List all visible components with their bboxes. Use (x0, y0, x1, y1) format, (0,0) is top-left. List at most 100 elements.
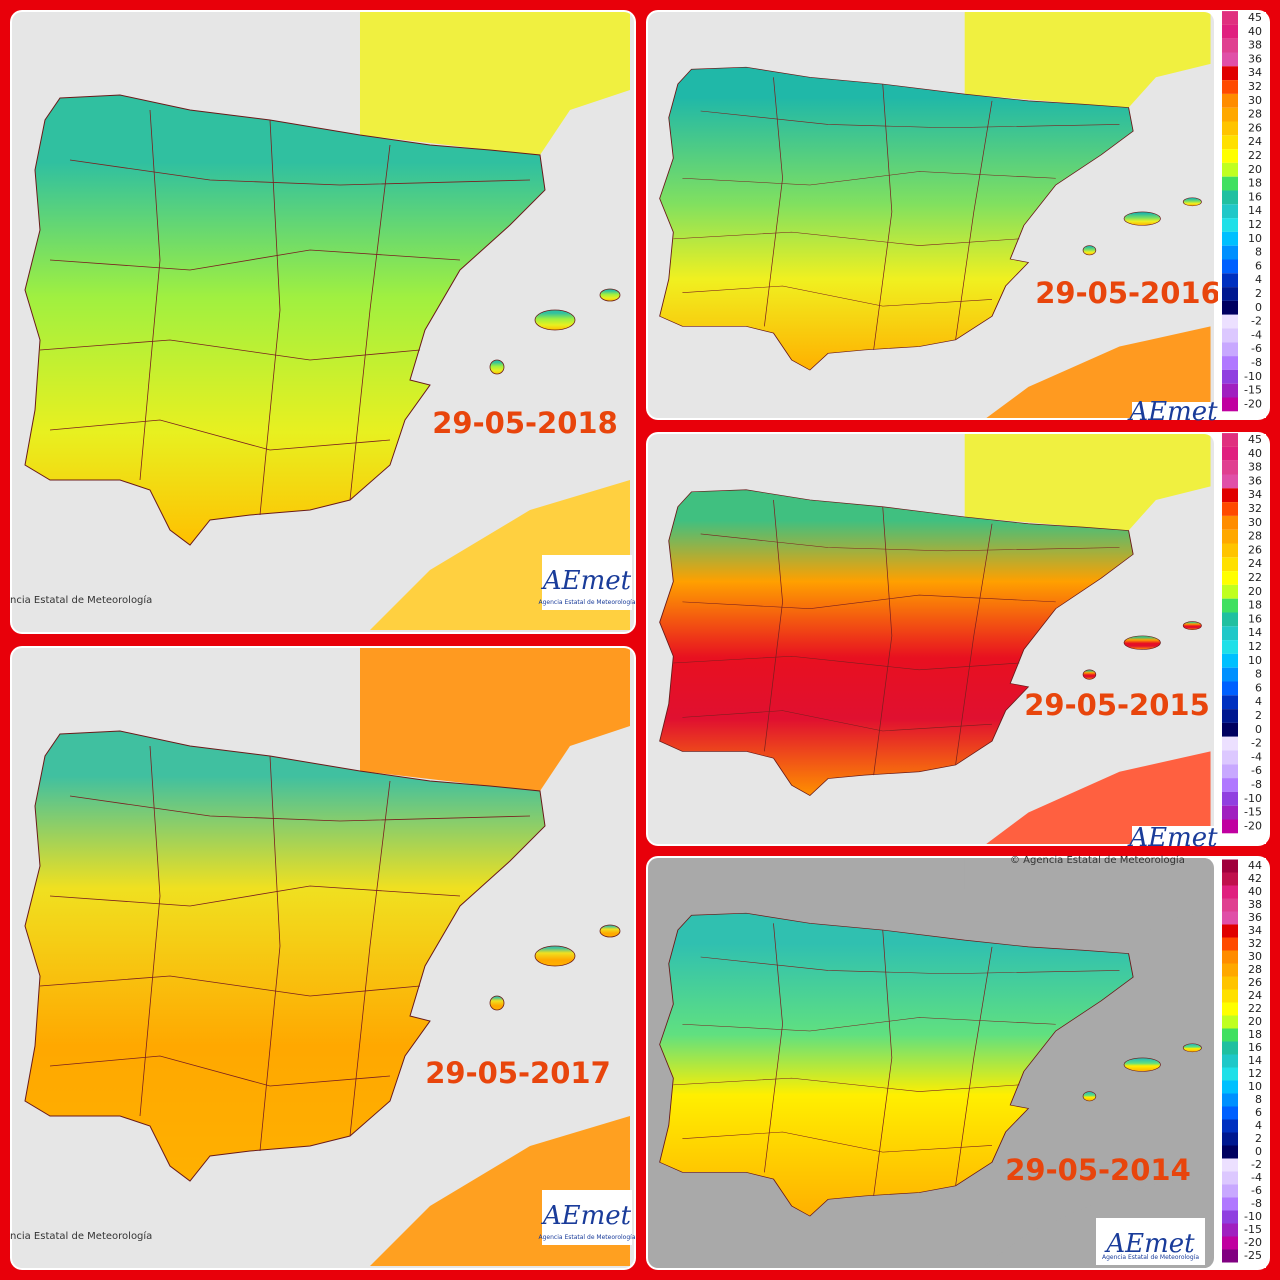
france (964, 12, 1211, 108)
island (489, 359, 505, 375)
legend-label: 10 (1248, 1080, 1262, 1093)
date-label: 29-05-2015 (1024, 688, 1210, 722)
legend-swatch (1222, 488, 1238, 503)
province-border (139, 109, 161, 481)
province-border (139, 745, 161, 1117)
province-border (349, 144, 391, 501)
province-border (682, 1017, 1056, 1032)
legend-label: 44 (1248, 859, 1262, 872)
logo: AEmet (1104, 1229, 1195, 1259)
legend-swatch (1222, 1171, 1238, 1185)
legend-swatch (1222, 135, 1238, 150)
province-border (764, 499, 783, 752)
province-border (764, 923, 783, 1173)
legend-label: 0 (1255, 723, 1262, 736)
map-panel: 29-05-2017 AEmet Agencia Estatal de Meteor… (10, 646, 636, 1270)
legend-swatch (1222, 791, 1238, 806)
island (534, 945, 576, 967)
map-geometry (24, 12, 630, 630)
logo-box (1132, 402, 1215, 420)
logo-subtitle: Agencia Estatal de Meteorología (539, 1234, 636, 1241)
legend-swatch (1222, 300, 1238, 315)
island (1123, 1057, 1161, 1072)
legend-label: 26 (1248, 121, 1262, 134)
legend-swatch (1222, 176, 1238, 191)
legend-label: 36 (1248, 52, 1262, 65)
legend-swatch (1222, 121, 1238, 136)
province-border (259, 755, 281, 1152)
legend-label: 45 (1248, 433, 1262, 446)
legend-swatch (1222, 52, 1238, 67)
legend-label: 8 (1255, 668, 1262, 681)
province-border (49, 1055, 391, 1087)
island (1082, 669, 1097, 680)
island (489, 995, 505, 1011)
legend-swatch (1222, 190, 1238, 205)
legend-label: 26 (1248, 976, 1262, 989)
legend-label: 40 (1248, 447, 1262, 460)
legend-label: 32 (1248, 937, 1262, 950)
legend-label: 22 (1248, 149, 1262, 162)
island (1182, 621, 1202, 631)
logo-box (542, 1190, 632, 1245)
logo: AEmet (541, 1201, 632, 1231)
legend-label: 20 (1248, 585, 1262, 598)
legend-label: 38 (1248, 461, 1262, 474)
legend-label: -15 (1244, 384, 1262, 397)
legend-label: 8 (1255, 1093, 1262, 1106)
legend-swatch (1222, 571, 1238, 585)
island (599, 924, 621, 938)
credit: ncia Estatal de Meteorología (10, 1230, 152, 1242)
province-border (700, 956, 1120, 975)
date-label: 29-05-2014 (1005, 1153, 1191, 1187)
island (1182, 197, 1202, 207)
logo-box (1096, 1218, 1205, 1265)
legend-label: 2 (1255, 287, 1262, 300)
legend-label: 18 (1248, 177, 1262, 190)
legend-label: 34 (1248, 924, 1262, 937)
legend-swatch (1222, 736, 1238, 751)
province-border (682, 1131, 993, 1153)
legend-label: 0 (1255, 1145, 1262, 1158)
legend-label: -2 (1251, 737, 1262, 750)
legend-swatch (1222, 924, 1238, 938)
legend-label: 4 (1255, 695, 1262, 708)
legend-swatch (1222, 1067, 1238, 1081)
legend-label: -4 (1251, 328, 1262, 341)
legend-swatch (1222, 557, 1238, 572)
legend-label: -20 (1244, 1236, 1262, 1249)
legend-label: 16 (1248, 190, 1262, 203)
legend-label: 16 (1248, 612, 1262, 625)
legend-label: -2 (1251, 1158, 1262, 1171)
province-border (49, 885, 461, 907)
legend-label: 12 (1248, 218, 1262, 231)
legend-label: -6 (1251, 764, 1262, 777)
legend-swatch (1222, 722, 1238, 737)
province-border (69, 159, 531, 186)
legend-label: -6 (1251, 1184, 1262, 1197)
logo: AEmet (541, 566, 632, 596)
legend-label: 30 (1248, 94, 1262, 107)
legend-label: -10 (1244, 370, 1262, 383)
map-panel: 29-05-2015AEmet4540383634323028262422201… (646, 432, 1270, 853)
province-border (764, 77, 783, 327)
legend-swatch (1222, 681, 1238, 696)
island (1123, 211, 1161, 226)
legend-swatch (1222, 1093, 1238, 1107)
legend-swatch (1222, 1015, 1238, 1029)
province-border (682, 171, 1056, 186)
legend-label: 30 (1248, 516, 1262, 529)
legend-swatch (1222, 989, 1238, 1003)
legend-swatch (1222, 911, 1238, 925)
legend-swatch (1222, 626, 1238, 641)
legend-swatch (1222, 245, 1238, 260)
map-geometry (659, 434, 1211, 844)
legend-label: 28 (1248, 963, 1262, 976)
legend-label: 22 (1248, 571, 1262, 584)
date-label: 29-05-2017 (425, 1056, 611, 1090)
legend-label: 24 (1248, 557, 1262, 570)
legend-label: 10 (1248, 654, 1262, 667)
france (360, 648, 630, 791)
